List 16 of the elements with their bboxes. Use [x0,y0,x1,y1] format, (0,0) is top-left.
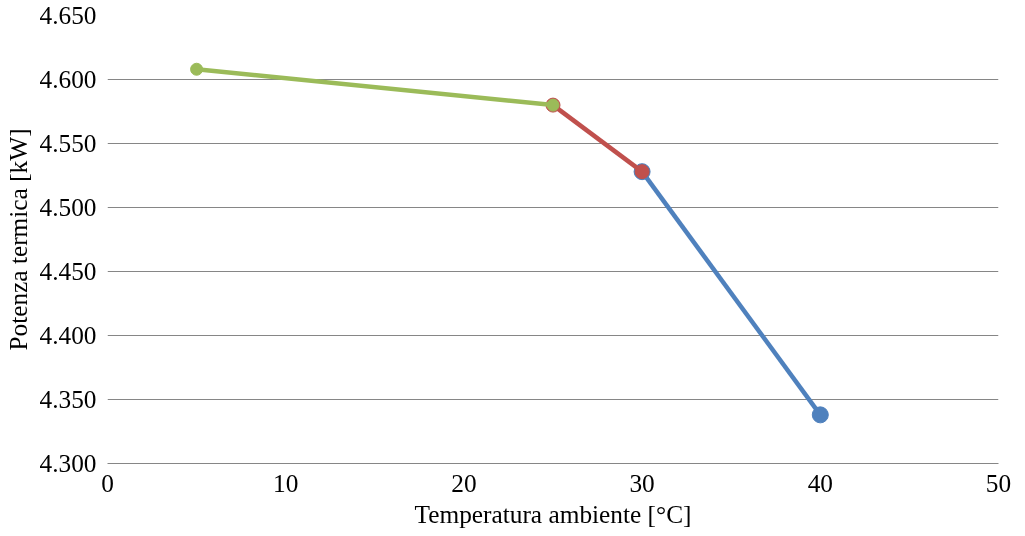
x-tick-label: 50 [985,468,1012,497]
y-tick-label: 4.450 [39,257,97,285]
y-tick-label: 4.650 [39,1,97,29]
x-tick-label: 0 [101,468,114,497]
x-tick-label: 40 [807,468,833,497]
y-tick-label: 4.550 [39,129,97,157]
y-tick-label: 4.300 [39,449,97,477]
y-axis-title: Potenza termica [kW] [3,128,32,351]
x-tick-label: 20 [451,468,477,497]
x-axis-title: Temperatura ambiente [°C] [414,499,692,528]
x-tick-label: 10 [273,468,299,497]
x-tick-label: 30 [629,468,655,497]
y-tick-label: 4.400 [39,321,97,349]
y-tick-label: 4.350 [39,385,97,413]
y-tick-label: 4.600 [39,65,97,93]
y-tick-label: 4.500 [39,193,97,221]
